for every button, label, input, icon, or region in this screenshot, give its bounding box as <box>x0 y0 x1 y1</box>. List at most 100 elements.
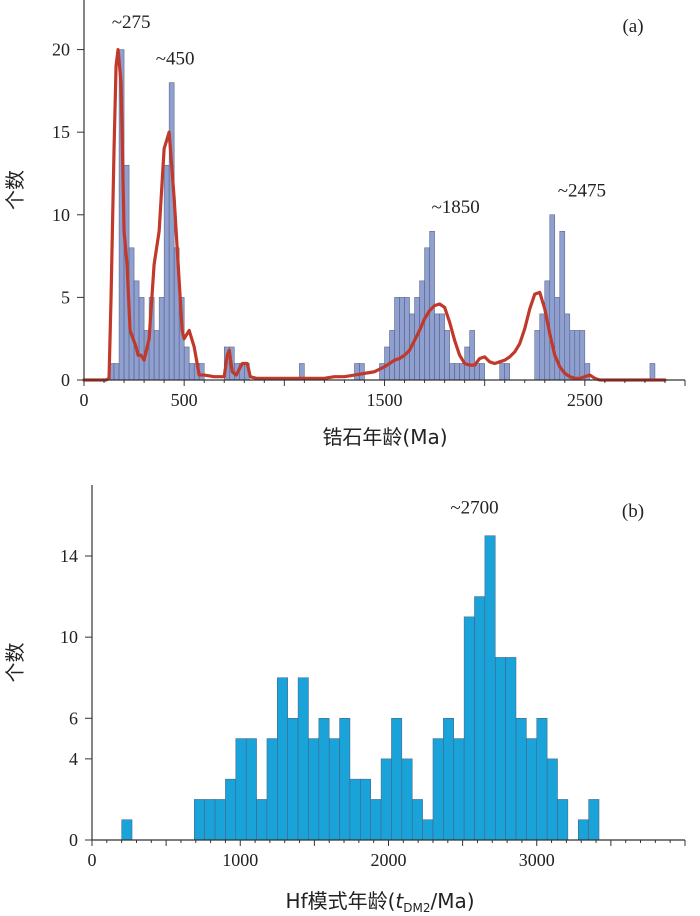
histogram-bar <box>158 297 165 381</box>
histogram-bar <box>444 330 450 381</box>
histogram-bar <box>505 657 517 841</box>
histogram-bar <box>432 738 444 841</box>
peak-annotation: ~2475 <box>558 181 606 202</box>
y-tick-label: 10 <box>60 627 78 647</box>
histogram-bar <box>138 297 145 381</box>
histogram-bar <box>133 280 140 381</box>
histogram-bar <box>168 82 175 381</box>
histogram-bar <box>225 778 237 841</box>
histogram-bar <box>287 718 299 841</box>
histogram-bar <box>411 799 423 841</box>
x-tick-label: 1500 <box>367 390 403 410</box>
peak-annotation: ~450 <box>156 48 195 69</box>
histogram-bar <box>391 718 403 841</box>
y-tick-label: 0 <box>69 830 78 850</box>
histogram-bar <box>113 363 120 381</box>
histogram-bar <box>256 799 268 841</box>
histogram-bar <box>153 330 160 381</box>
histogram-bar <box>504 363 510 381</box>
histogram-bar <box>469 330 475 381</box>
x-tick-label: 3000 <box>519 850 555 870</box>
histogram-bar <box>588 799 600 841</box>
probability-density-curve <box>82 47 667 382</box>
y-tick-label: 0 <box>61 370 70 390</box>
histogram-bar <box>539 313 546 381</box>
y-tick-label: 6 <box>69 708 78 728</box>
x-axis-title: 锆石年龄(Ma) <box>322 425 447 449</box>
y-tick-label: 15 <box>52 122 70 142</box>
histogram-bar <box>459 363 465 381</box>
y-tick-label: 20 <box>52 40 70 60</box>
histogram-bar <box>354 363 360 381</box>
histogram-bar <box>194 799 205 841</box>
histogram-bar <box>277 677 288 841</box>
x-tick-label: 500 <box>171 390 198 410</box>
panel-label: (a) <box>622 16 643 37</box>
histogram-bar <box>394 297 400 381</box>
histogram-bar <box>526 738 537 841</box>
histogram-bar <box>453 738 465 841</box>
y-axis-title: 个数 <box>3 170 27 210</box>
x-tick-label: 2500 <box>567 390 603 410</box>
peak-annotation: ~1850 <box>431 197 479 218</box>
y-axis-title: 个数 <box>3 643 27 683</box>
histogram-bar <box>318 718 330 841</box>
histogram-bar <box>579 330 586 381</box>
histogram-bar <box>534 330 541 381</box>
histogram-bar <box>214 799 226 841</box>
x-axis-title-main: Hf模式年龄( <box>285 889 395 913</box>
histogram-bar <box>121 819 133 841</box>
histogram-bar <box>308 738 320 841</box>
x-axis-title-italic: t <box>395 889 404 913</box>
histogram-bar <box>494 657 506 841</box>
histogram-bar <box>559 231 566 381</box>
x-tick-label: 0 <box>88 850 97 870</box>
histogram-bar <box>245 738 257 841</box>
x-axis-title: Hf模式年龄(tDM2/Ma) <box>285 889 474 915</box>
x-tick-label: 2000 <box>371 850 407 870</box>
histogram-bar <box>479 363 485 381</box>
histogram-bar <box>546 758 558 841</box>
histogram-bar <box>339 718 351 841</box>
histogram-bar <box>454 363 460 381</box>
histogram-bar <box>443 718 454 841</box>
histogram-bar <box>574 330 581 381</box>
x-tick-label: 0 <box>80 390 89 410</box>
histogram-bar <box>389 330 395 381</box>
histogram-bar <box>328 738 340 841</box>
y-tick-label: 5 <box>61 287 70 307</box>
histogram-bar <box>499 363 505 381</box>
panel-a-zircon-age-histogram: 0 500 1500 2500 0 5 10 15 20 个数 ~275~450 ~1850 ~2475… <box>3 0 686 449</box>
y-tick-label: 4 <box>69 749 78 769</box>
histogram-bar <box>370 799 382 841</box>
histogram-bar <box>515 718 527 841</box>
histogram-bar <box>649 363 656 381</box>
histogram-bar <box>449 363 455 381</box>
histogram-bar <box>183 346 190 381</box>
histogram-bar <box>266 738 278 841</box>
histogram-bar <box>557 799 569 841</box>
histogram-bar <box>349 778 361 841</box>
histogram-bar <box>463 616 475 841</box>
y-tick-label: 10 <box>52 205 70 225</box>
histogram-bar <box>188 363 195 381</box>
panel-label: (b) <box>622 501 644 522</box>
histogram-bar <box>484 535 496 841</box>
x-tick-label: 1000 <box>222 850 258 870</box>
histogram-bar <box>380 758 392 841</box>
histogram-bar <box>564 313 571 381</box>
histogram-bar <box>399 297 405 381</box>
histogram-bar <box>422 819 434 841</box>
peak-annotation: ~2700 <box>450 497 498 518</box>
panel-b-hf-model-age-histogram: 0 1000 2000 3000 0 4 6 10 14 个数 ~2700 (b) Hf模式年龄(tDM… <box>3 485 686 915</box>
histogram-bar <box>297 677 309 841</box>
histogram-bar <box>439 313 445 381</box>
y-tick-label: 14 <box>60 546 78 566</box>
x-axis-title-tail: /Ma) <box>430 889 474 913</box>
histogram-bar <box>235 738 247 841</box>
histogram-bar <box>536 718 548 841</box>
histogram-bar <box>578 819 589 841</box>
histogram-bar <box>359 363 365 381</box>
histogram-bar <box>401 758 413 841</box>
